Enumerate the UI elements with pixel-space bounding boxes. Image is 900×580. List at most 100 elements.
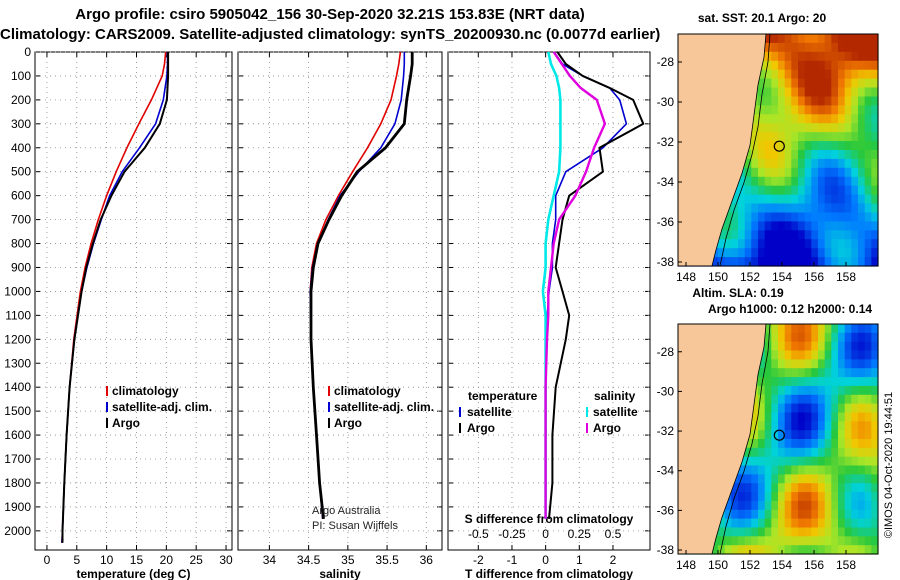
sst-map-cell — [851, 123, 859, 133]
sst-map-cell — [791, 185, 799, 196]
sla-map-cell — [798, 439, 806, 449]
map-lon-tick-label: 158 — [836, 270, 856, 284]
sla-map-cell — [771, 483, 779, 493]
sst-map-cell — [751, 141, 759, 151]
sst-map-cell — [851, 239, 859, 249]
sst-map-cell — [764, 123, 772, 133]
sla-map-cell — [871, 465, 879, 475]
sla-map-cell — [844, 403, 852, 413]
sst-map-cell — [771, 176, 779, 187]
sla-map-cell — [791, 447, 799, 458]
sst-map-cell — [824, 158, 832, 169]
sla-map-cell — [804, 456, 812, 467]
sla-map-cell — [844, 500, 852, 511]
sst-map-cell — [724, 212, 732, 222]
sla-map-cell — [824, 474, 832, 484]
sst-map-cell — [744, 239, 752, 249]
sst-map-cell — [831, 221, 839, 231]
sla-map-cell — [778, 394, 786, 405]
sst-map-cell — [858, 221, 866, 231]
sla-map-cell — [818, 545, 826, 555]
sla-map-cell — [838, 350, 846, 360]
sla-map-cell — [871, 350, 879, 360]
sla-map-cell — [851, 341, 859, 352]
sst-map-cell — [838, 60, 846, 71]
sla-map-cell — [851, 439, 859, 449]
sla-map-cell — [791, 483, 799, 493]
sla-map-cell — [864, 385, 872, 396]
sla-map-cell — [751, 430, 759, 440]
sst-map-cell — [751, 221, 759, 231]
sst-map-cell — [864, 158, 872, 169]
sst-map-cell — [764, 87, 772, 97]
sst-map-cell — [838, 212, 846, 222]
sst-map-cell — [838, 203, 846, 213]
sst-map-cell — [804, 123, 812, 133]
sst-map-cell — [838, 158, 846, 169]
sla-map-cell — [771, 465, 779, 475]
sst-map-cell — [804, 60, 812, 71]
sla-map-cell — [784, 421, 792, 431]
sst-map-cell — [864, 212, 872, 222]
sla-map-cell — [851, 518, 859, 528]
sst-map-cell — [758, 212, 766, 222]
sla-map-cell — [758, 377, 766, 387]
sla-map-cell — [764, 332, 772, 343]
sst-map-cell — [804, 51, 812, 62]
sla-map-subtitle: Argo h1000: 0.12 h2000: 0.14 — [708, 302, 872, 316]
sla-map-cell — [844, 483, 852, 493]
sla-map-cell — [831, 359, 839, 369]
sla-map-cell — [764, 465, 772, 475]
sla-map-cell — [858, 350, 866, 360]
sla-map-cell — [844, 394, 852, 405]
sla-map-cell — [824, 509, 832, 520]
sla-map-cell — [784, 518, 792, 528]
sst-map-cell — [771, 42, 779, 53]
sla-map-cell — [858, 385, 866, 396]
sla-map-cell — [838, 447, 846, 458]
temp-x-tick-label: 20 — [160, 553, 174, 567]
sst-map-cell — [858, 114, 866, 124]
sst-map-cell — [744, 194, 752, 205]
sla-map-cell — [811, 350, 819, 360]
sst-map-cell — [778, 141, 786, 151]
sla-map-cell — [758, 368, 766, 378]
sla-map-cell — [811, 394, 819, 405]
sst-map-cell — [784, 42, 792, 53]
sst-map-cell — [838, 34, 846, 44]
sst-map-cell — [771, 248, 779, 258]
sla-map-cell — [838, 368, 846, 378]
sst-map-cell — [811, 60, 819, 71]
sst-map-cell — [771, 150, 779, 160]
sla-map-cell — [838, 545, 846, 555]
sst-map-cell — [784, 114, 792, 124]
sla-map-cell — [811, 332, 819, 343]
sst-map-cell — [818, 194, 826, 205]
sla-map-cell — [731, 536, 739, 546]
sst-map-cell — [724, 239, 732, 249]
sla-map-cell — [831, 483, 839, 493]
sla-map-cell — [871, 394, 879, 405]
sla-map-cell — [764, 377, 772, 387]
sst-map-cell — [764, 194, 772, 205]
sla-map-cell — [831, 394, 839, 405]
sst-map-cell — [758, 167, 766, 178]
sst-map-cell — [764, 42, 772, 53]
sla-map-cell — [864, 509, 872, 520]
sla-map-cell — [724, 545, 732, 555]
sla-map-cell — [791, 341, 799, 352]
sla-map-cell — [838, 377, 846, 387]
sla-map-cell — [744, 545, 752, 555]
sst-map-cell — [838, 78, 846, 89]
sst-map-cell — [738, 221, 746, 231]
sst-map-cell — [844, 51, 852, 62]
map-lat-tick-label: -38 — [657, 543, 675, 557]
sst-map-cell — [871, 42, 879, 53]
sst-map-cell — [778, 221, 786, 231]
sla-map-cell — [858, 447, 866, 458]
sla-map-cell — [778, 439, 786, 449]
sst-map-cell — [778, 212, 786, 222]
sla-map-cell — [838, 456, 846, 467]
sst-map-cell — [804, 248, 812, 258]
sst-map-cell — [771, 230, 779, 240]
